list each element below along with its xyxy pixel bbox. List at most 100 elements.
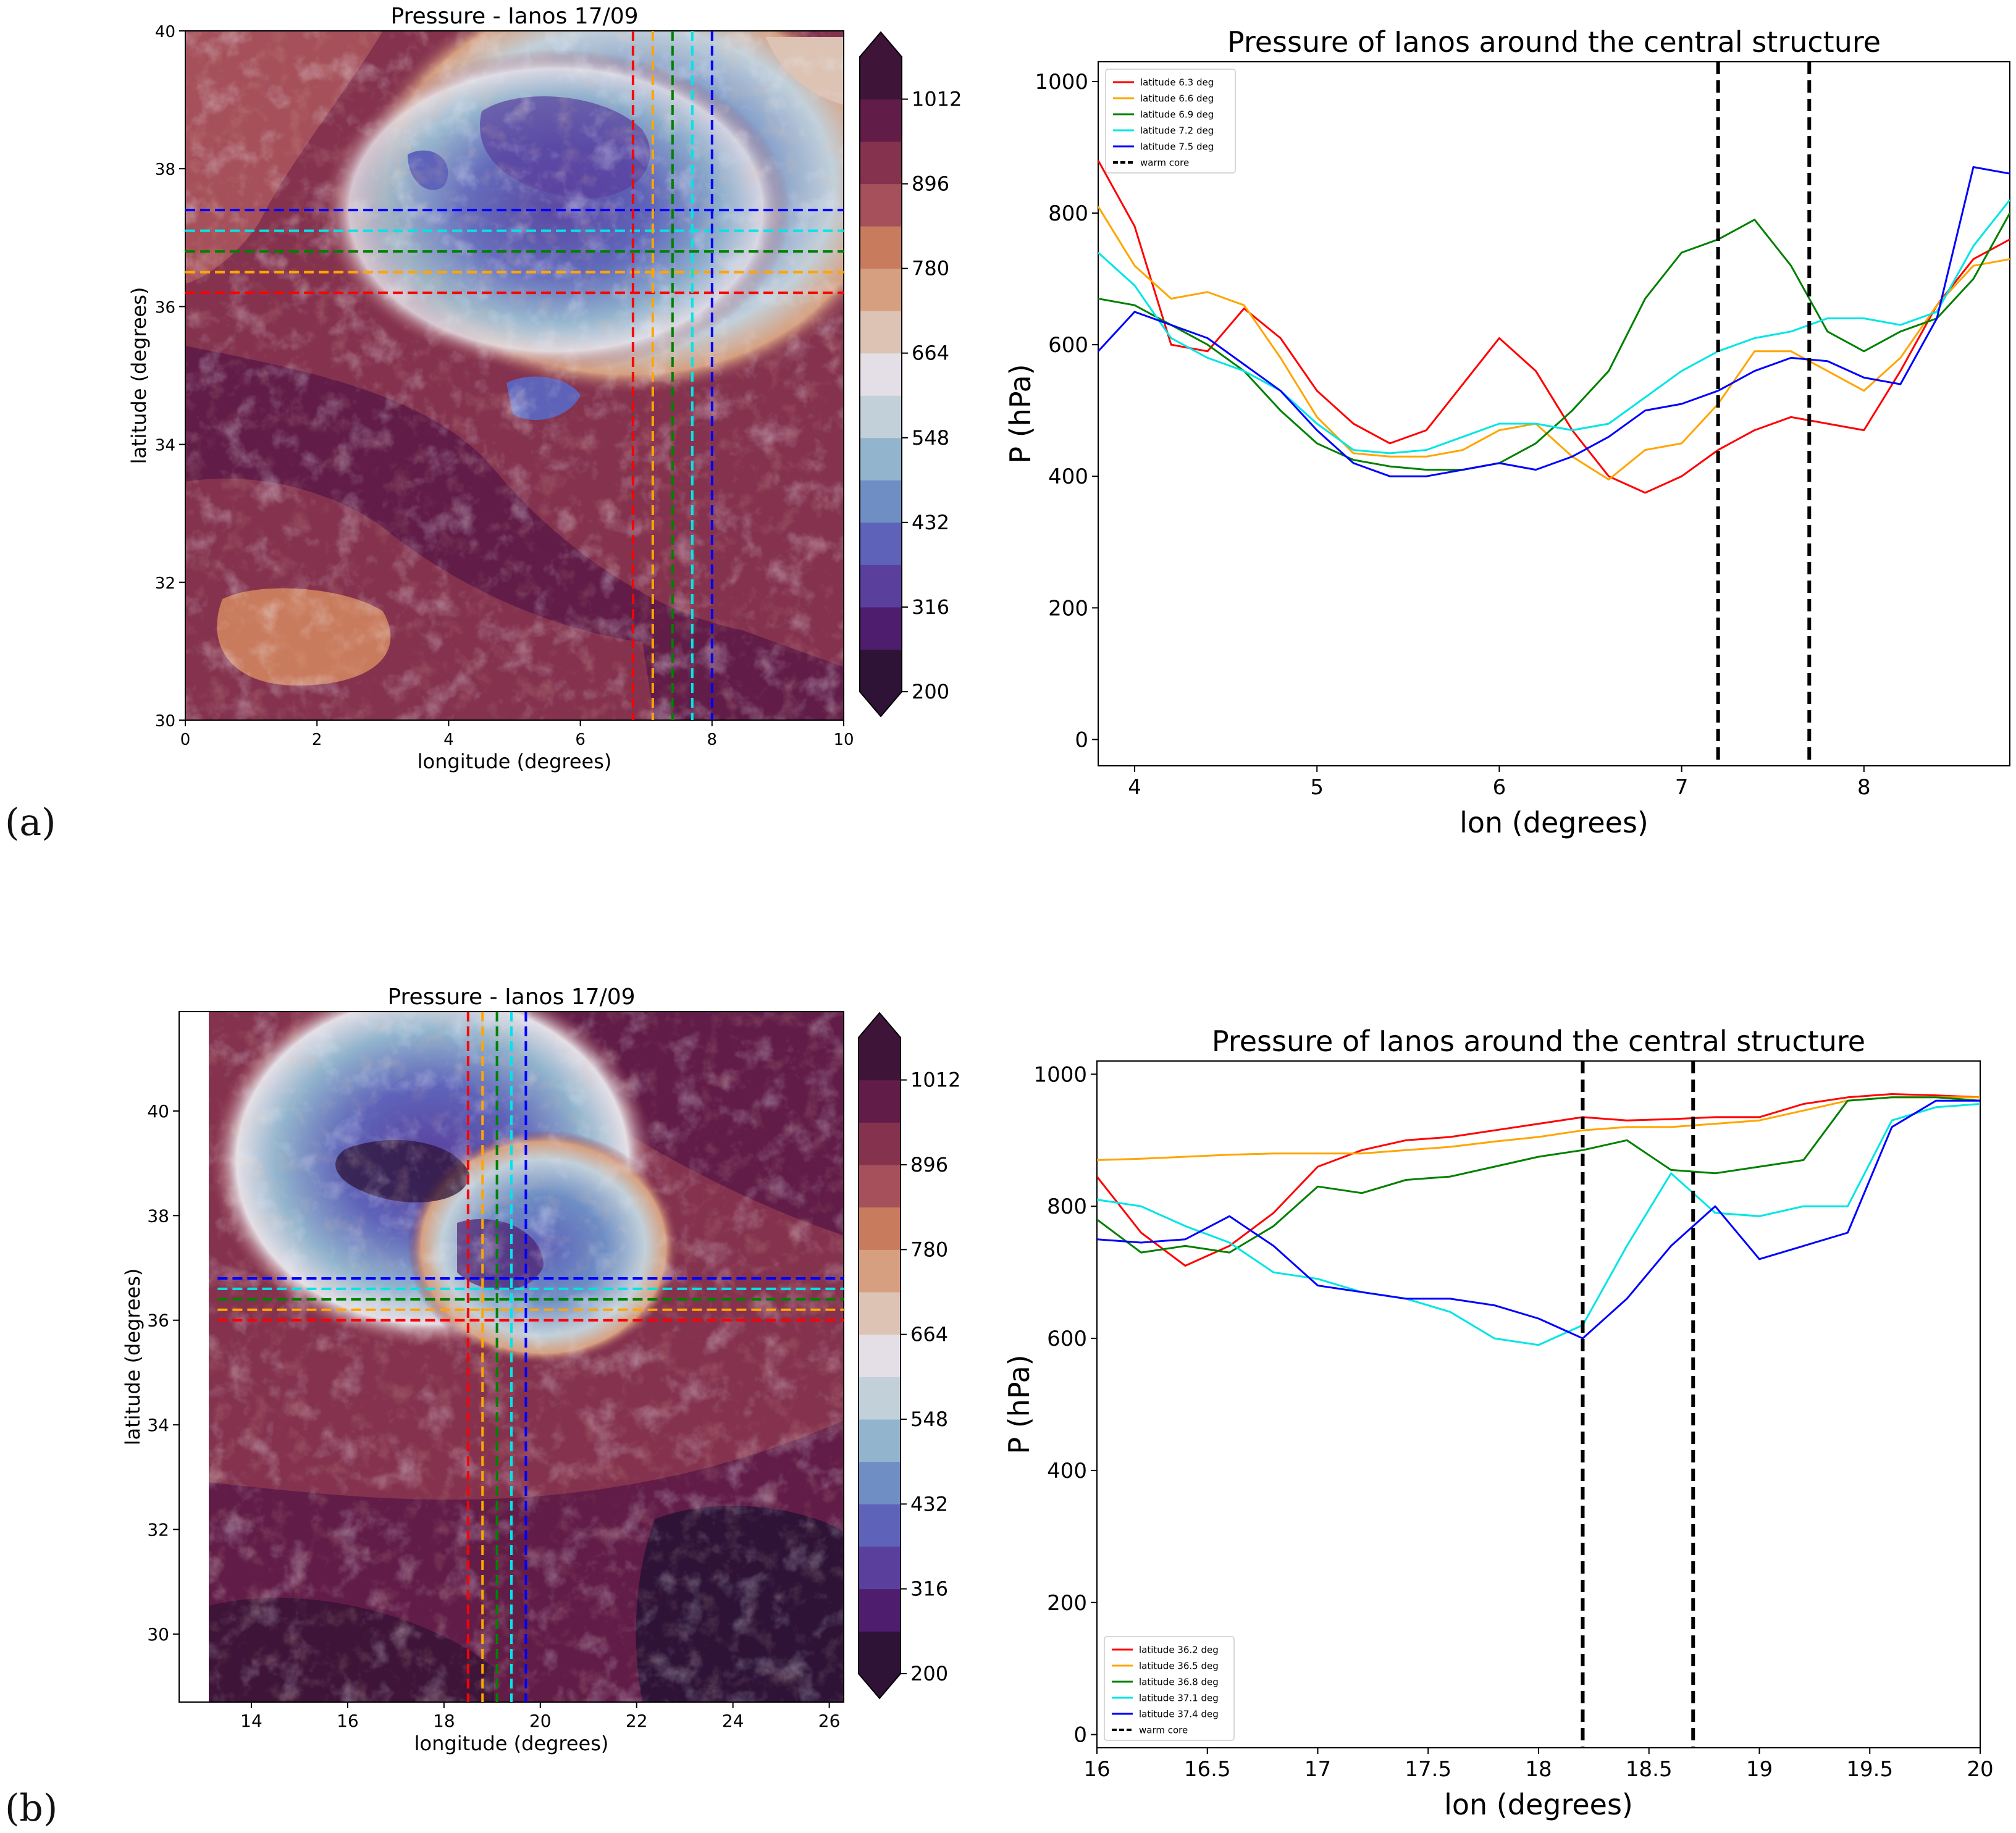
panel-label-b: (b)	[5, 1787, 57, 1830]
y-tick-label: 36	[155, 298, 175, 317]
colorbar-tick-label: 896	[910, 1153, 948, 1177]
x-tick-label: 26	[818, 1711, 841, 1731]
y-tick-label: 600	[1047, 1327, 1087, 1351]
x-axis-label: longitude (degrees)	[418, 750, 612, 773]
colorbar-band	[860, 649, 902, 692]
colorbar-band	[860, 226, 902, 269]
colorbar-tick-label: 1012	[910, 1068, 960, 1092]
x-axis-label: lon (degrees)	[1460, 806, 1648, 839]
colorbar-band	[859, 1207, 901, 1250]
colorbar-band	[859, 1292, 901, 1335]
colorbar-tick-label: 432	[912, 511, 949, 534]
legend-label: latitude 36.2 deg	[1139, 1644, 1219, 1655]
x-tick-label: 4	[443, 731, 454, 749]
legend: latitude 6.3 deg latitude 6.6 deg latitude…	[1105, 69, 1236, 174]
legend-label: latitude 7.5 deg	[1140, 141, 1214, 152]
y-tick-label: 800	[1048, 201, 1088, 226]
y-tick-label: 200	[1047, 1591, 1087, 1616]
colorbar-tick-label: 316	[912, 595, 949, 619]
legend-label: latitude 7.2 deg	[1140, 125, 1214, 136]
y-tick-label: 36	[147, 1311, 169, 1331]
x-tick-label: 22	[626, 1711, 648, 1731]
x-tick-label: 18.5	[1626, 1757, 1673, 1782]
series-line-4	[1097, 1099, 1980, 1340]
y-tick-label: 400	[1047, 1459, 1087, 1483]
y-tick-label: 1000	[1033, 1062, 1087, 1087]
x-tick-label: 7	[1675, 775, 1689, 800]
colorbar-b: 200 316 432 548 664 780 896 1012	[858, 1012, 960, 1700]
colorbar-band	[860, 522, 902, 565]
x-tick-label: 20	[1967, 1757, 1993, 1782]
colorbar-band	[860, 480, 902, 523]
x-tick-label: 24	[722, 1711, 744, 1731]
colorbar-tick-label: 200	[912, 680, 949, 703]
colorbar-band	[860, 564, 902, 608]
x-tick-label: 16	[337, 1711, 359, 1731]
colorbar-band	[859, 1588, 901, 1632]
x-tick-label: 19	[1746, 1757, 1773, 1782]
x-axis-label: lon (degrees)	[1444, 1788, 1633, 1821]
y-tick-label: 32	[147, 1520, 169, 1540]
x-tick-label: 6	[1493, 775, 1506, 800]
colorbar-band	[859, 1080, 901, 1123]
x-tick-label: 18	[433, 1711, 455, 1731]
y-tick-label: 40	[155, 23, 175, 41]
colorbar-max-arrow	[860, 32, 902, 57]
map-title: Pressure - Ianos 17/09	[387, 984, 635, 1010]
colorbar-band	[860, 353, 902, 396]
y-tick-label: 34	[155, 437, 175, 455]
y-axis-label: latitude (degrees)	[121, 1269, 145, 1446]
colorbar-band	[860, 268, 902, 311]
y-axis-label: P (hPa)	[1002, 1354, 1036, 1454]
colorbar-band	[860, 606, 902, 650]
x-tick-label: 8	[1857, 775, 1871, 800]
series-line-4	[1098, 166, 2010, 477]
y-tick-label: 40	[147, 1101, 169, 1122]
legend-label: latitude 6.9 deg	[1140, 109, 1214, 120]
legend-label: latitude 37.4 deg	[1139, 1708, 1219, 1719]
colorbar-tick-label: 664	[912, 342, 949, 365]
line-chart-b: 16 16.5 17 17.5 18 18.5 19 19.5 2002004006008001…	[1002, 1025, 1994, 1821]
x-tick-label: 14	[240, 1711, 262, 1731]
series-line-2	[1097, 1096, 1980, 1254]
series-line-1	[1097, 1096, 1980, 1161]
y-tick-label: 1000	[1035, 70, 1088, 94]
map-title: Pressure - Ianos 17/09	[390, 4, 638, 29]
legend-label: latitude 37.1 deg	[1139, 1692, 1219, 1703]
x-tick-label: 10	[833, 731, 854, 749]
colorbar-band	[860, 99, 902, 142]
x-tick-label: 4	[1128, 775, 1141, 800]
y-tick-label: 600	[1048, 333, 1088, 358]
y-tick-label: 0	[1075, 728, 1088, 752]
x-tick-label: 6	[575, 731, 586, 749]
legend-label-warm-core: warm core	[1140, 157, 1189, 168]
plot-area	[1096, 1060, 1981, 1748]
legend: latitude 36.2 deg latitude 36.5 deg latitu…	[1104, 1636, 1235, 1741]
x-tick-label: 2	[312, 731, 322, 749]
legend-label: latitude 6.6 deg	[1140, 93, 1214, 104]
colorbar-tick-label: 548	[910, 1407, 948, 1431]
y-tick-label: 0	[1073, 1723, 1087, 1748]
x-tick-label: 8	[707, 731, 718, 749]
legend-label-warm-core: warm core	[1139, 1724, 1188, 1735]
y-tick-label: 38	[147, 1206, 169, 1226]
plot-area	[1098, 61, 2010, 766]
x-tick-label: 16	[1083, 1757, 1110, 1782]
colorbar-band	[859, 1377, 901, 1420]
series-line-3	[1097, 1103, 1980, 1346]
colorbar-band	[860, 311, 902, 354]
x-tick-label: 16.5	[1184, 1757, 1231, 1782]
x-tick-label: 0	[180, 731, 191, 749]
y-tick-label: 38	[155, 161, 175, 179]
colorbar-band	[859, 1334, 901, 1377]
y-tick-label: 32	[155, 574, 175, 593]
colorbar-max-arrow	[859, 1013, 901, 1038]
colorbar-tick-label: 548	[912, 426, 949, 450]
colorbar-band	[860, 57, 902, 100]
legend-label: latitude 36.5 deg	[1139, 1660, 1219, 1671]
y-tick-label: 400	[1048, 464, 1088, 489]
x-tick-label: 17	[1304, 1757, 1331, 1782]
series-line-0	[1097, 1093, 1980, 1267]
colorbar-band	[859, 1461, 901, 1504]
